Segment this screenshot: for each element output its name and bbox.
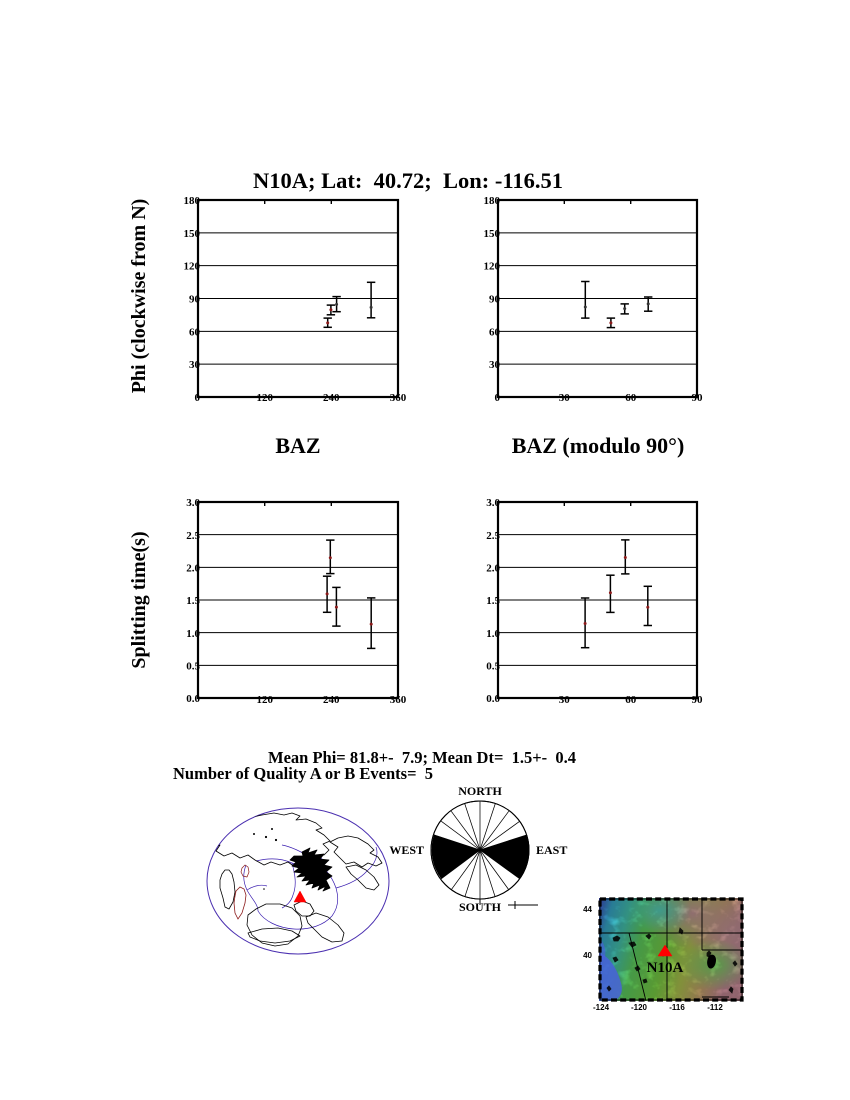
svg-text:1.5: 1.5 [486, 595, 500, 607]
svg-text:2.5: 2.5 [486, 530, 500, 542]
svg-text:360: 360 [390, 694, 407, 706]
svg-text:-112: -112 [707, 1003, 723, 1012]
svg-text:90: 90 [489, 294, 501, 306]
svg-text:180: 180 [184, 195, 201, 207]
svg-text:60: 60 [625, 392, 637, 404]
svg-text:0.0: 0.0 [486, 693, 500, 705]
svg-text:1.0: 1.0 [486, 628, 500, 640]
svg-text:30: 30 [559, 392, 571, 404]
svg-text:2.0: 2.0 [186, 563, 200, 575]
svg-text:1.5: 1.5 [186, 595, 200, 607]
svg-text:90: 90 [692, 392, 704, 404]
svg-text:2.5: 2.5 [186, 530, 200, 542]
svg-text:240: 240 [323, 694, 340, 706]
svg-text:44: 44 [583, 905, 592, 914]
svg-text:120: 120 [184, 261, 201, 273]
svg-text:3.0: 3.0 [186, 497, 200, 509]
svg-text:-120: -120 [631, 1003, 648, 1012]
svg-text:60: 60 [189, 326, 201, 338]
svg-text:180: 180 [484, 195, 501, 207]
svg-text:0.5: 0.5 [186, 661, 200, 673]
svg-text:0: 0 [195, 392, 201, 404]
svg-text:-124: -124 [593, 1003, 610, 1012]
svg-text:2.0: 2.0 [486, 563, 500, 575]
svg-text:90: 90 [189, 294, 201, 306]
svg-text:60: 60 [625, 694, 637, 706]
svg-text:NORTH: NORTH [458, 784, 502, 798]
svg-text:30: 30 [189, 359, 201, 371]
svg-text:30: 30 [489, 359, 501, 371]
svg-text:3.0: 3.0 [486, 497, 500, 509]
svg-text:150: 150 [184, 228, 201, 240]
svg-text:-116: -116 [669, 1003, 685, 1012]
svg-text:0.0: 0.0 [186, 693, 200, 705]
svg-text:0: 0 [495, 392, 501, 404]
svg-text:150: 150 [484, 228, 501, 240]
svg-text:120: 120 [256, 392, 273, 404]
svg-text:30: 30 [559, 694, 571, 706]
svg-text:EAST: EAST [536, 843, 567, 857]
svg-text:N10A: N10A [647, 960, 684, 976]
svg-text:60: 60 [489, 326, 501, 338]
svg-text:1.0: 1.0 [186, 628, 200, 640]
svg-text:240: 240 [323, 392, 340, 404]
svg-text:90: 90 [692, 694, 704, 706]
svg-text:WEST: WEST [389, 843, 424, 857]
svg-text:0.5: 0.5 [486, 661, 500, 673]
svg-text:40: 40 [583, 951, 592, 960]
svg-text:360: 360 [390, 392, 407, 404]
svg-text:120: 120 [256, 694, 273, 706]
svg-text:120: 120 [484, 261, 501, 273]
